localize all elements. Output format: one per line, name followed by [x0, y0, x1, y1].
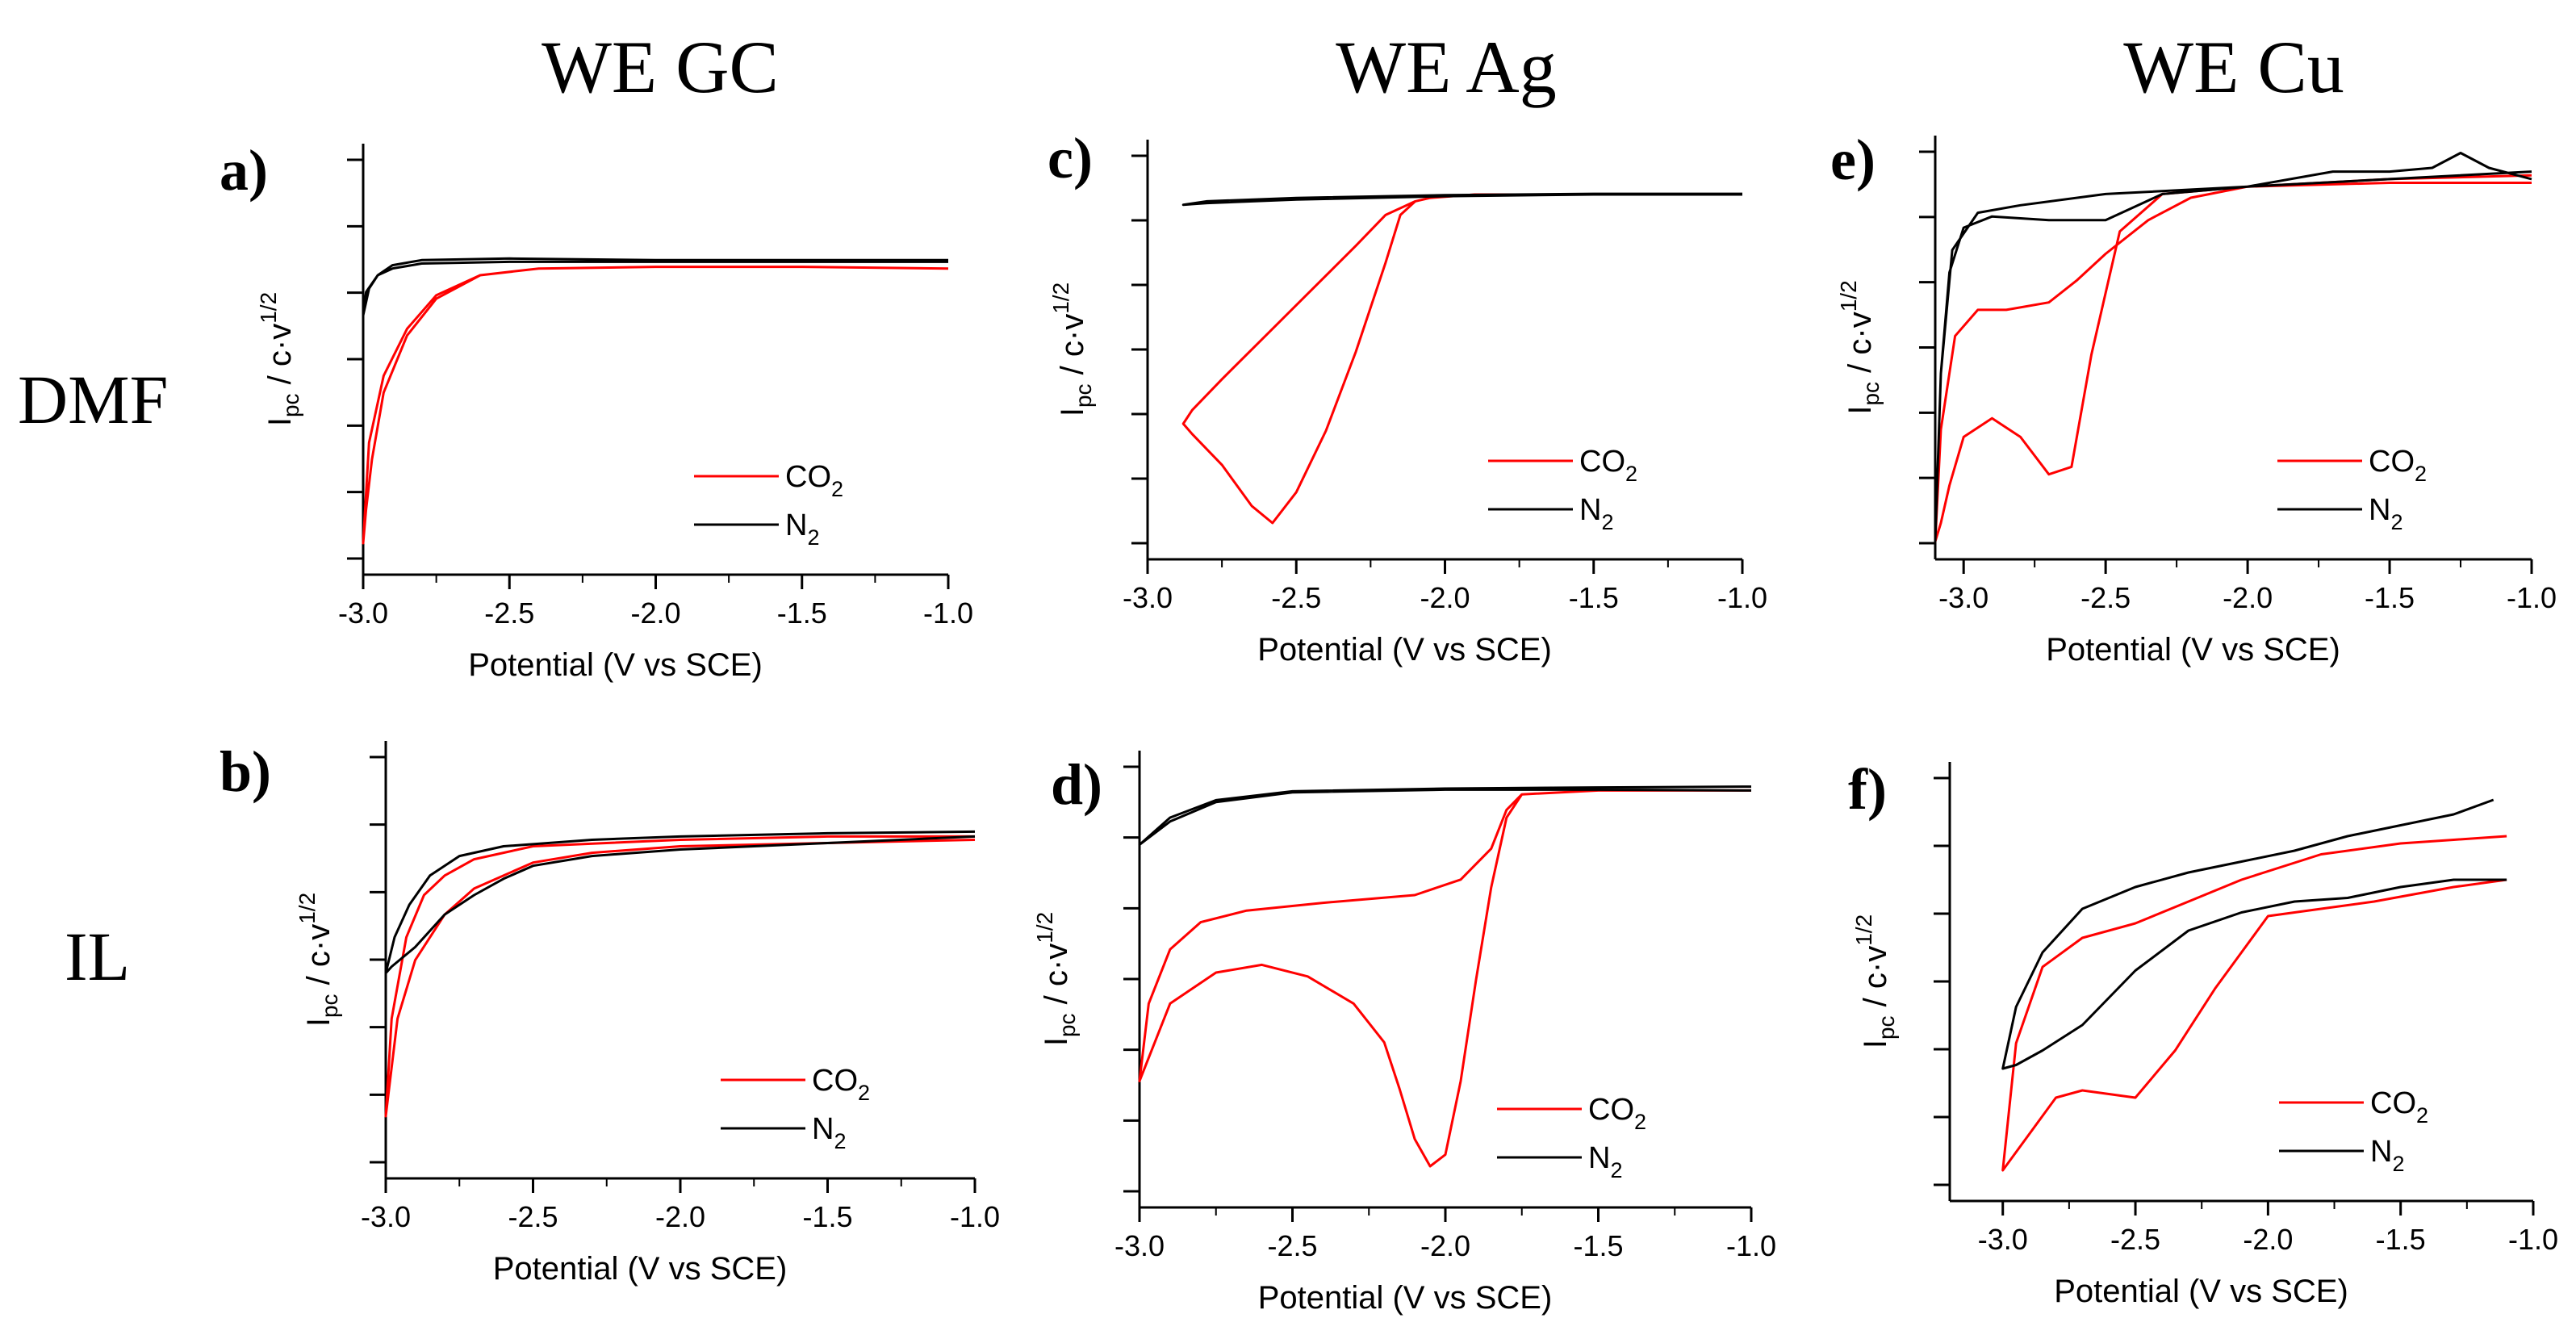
x-tick-label: -3.0	[361, 1200, 411, 1233]
legend-label-n2: N2	[1579, 493, 1613, 534]
series-line-n2	[2001, 798, 2507, 1070]
x-tick-label: -2.0	[2243, 1223, 2293, 1256]
row-label-dmf: DMF	[18, 361, 169, 438]
legend-label-co2: CO2	[812, 1064, 870, 1105]
panel-letter: a)	[220, 138, 268, 203]
column-title-gc: WE GC	[542, 26, 779, 108]
series-line-co2	[1934, 174, 2532, 543]
panel-letter: b)	[220, 739, 271, 804]
x-tick-label: -1.5	[802, 1200, 852, 1233]
x-tick-label: -1.5	[777, 596, 827, 630]
x-tick-label: -3.0	[1978, 1223, 2028, 1256]
x-tick-label: -1.0	[950, 1200, 1000, 1233]
series-line-n2	[384, 830, 976, 975]
legend-label-n2: N2	[812, 1112, 846, 1153]
x-tick-label: -2.0	[655, 1200, 705, 1233]
x-axis-label: Potential (V vs SCE)	[468, 647, 763, 683]
x-tick-label: -1.0	[2507, 581, 2557, 614]
y-axis-label: Ipc / c·v1/2	[295, 893, 342, 1027]
y-axis-label: Ipc / c·v1/2	[1032, 912, 1080, 1046]
column-title-ag: WE Ag	[1336, 26, 1557, 108]
legend-label-co2: CO2	[785, 460, 843, 501]
x-tick-label: -1.5	[2365, 581, 2415, 614]
series-line-co2	[1138, 789, 1751, 1168]
row-label-il: IL	[65, 918, 131, 995]
x-axis-label: Potential (V vs SCE)	[1258, 1280, 1553, 1316]
x-axis-label: Potential (V vs SCE)	[2054, 1274, 2348, 1309]
column-title-cu: WE Cu	[2123, 26, 2344, 108]
x-tick-label: -2.5	[1271, 581, 1321, 614]
series-line-n2	[362, 257, 948, 317]
panel-letter: c)	[1048, 126, 1093, 190]
legend-label-n2: N2	[785, 508, 819, 550]
legend-label-co2: CO2	[2370, 1086, 2428, 1128]
y-axis-label: Ipc / c·v1/2	[1851, 914, 1899, 1048]
legend-label-n2: N2	[1588, 1141, 1622, 1182]
panel-c: -3.0 -2.5 -2.0 -1.5 -1.0 Potential (V vs SCE)…	[1048, 126, 1767, 667]
series-line-n2	[1138, 785, 1752, 847]
x-tick-label: -2.0	[2223, 581, 2273, 614]
panel-letter: d)	[1051, 752, 1102, 817]
y-axis-label: Ipc / c·v1/2	[256, 292, 303, 426]
legend-label-co2: CO2	[1588, 1093, 1646, 1134]
series-line-co2	[1181, 193, 1742, 525]
panel-letter: f)	[1848, 757, 1887, 822]
x-tick-label: -1.0	[2508, 1223, 2558, 1256]
series-line-co2	[362, 266, 949, 545]
series-line-co2	[2001, 835, 2507, 1172]
x-axis-label: Potential (V vs SCE)	[493, 1251, 788, 1287]
panel-b: -3.0 -2.5 -2.0 -1.5 -1.0 Potential (V vs SCE)…	[220, 739, 1000, 1287]
x-axis-label: Potential (V vs SCE)	[2046, 632, 2340, 667]
x-tick-label: -2.0	[1420, 1229, 1470, 1262]
panel-letter: e)	[1830, 128, 1876, 192]
y-axis-label: Ipc / c·v1/2	[1836, 280, 1884, 414]
panel-d: -3.0 -2.5 -2.0 -1.5 -1.0 Potential (V vs SCE)…	[1032, 751, 1776, 1316]
panel-f: -3.0 -2.5 -2.0 -1.5 -1.0 Potential (V vs SCE)…	[1848, 757, 2558, 1309]
x-tick-label: -3.0	[1938, 581, 1988, 614]
x-tick-label: -2.5	[2080, 581, 2131, 614]
x-tick-label: -1.0	[923, 596, 973, 630]
legend-label-n2: N2	[2370, 1135, 2404, 1176]
series-line-co2	[384, 835, 976, 1118]
y-axis-label: Ipc / c·v1/2	[1048, 282, 1096, 416]
x-tick-label: -2.5	[508, 1200, 558, 1233]
x-tick-label: -2.5	[2110, 1223, 2160, 1256]
x-tick-label: -3.0	[1114, 1229, 1165, 1262]
x-tick-label: -1.5	[1573, 1229, 1623, 1262]
x-tick-label: -1.5	[2376, 1223, 2426, 1256]
x-tick-label: -3.0	[1123, 581, 1173, 614]
x-tick-label: -2.0	[630, 596, 680, 630]
x-tick-label: -1.0	[1717, 581, 1767, 614]
x-tick-label: -2.5	[484, 596, 534, 630]
panel-e: -3.0 -2.5 -2.0 -1.5 -1.0 Potential (V vs SCE)…	[1830, 128, 2557, 667]
x-tick-label: -2.0	[1420, 581, 1470, 614]
x-axis-label: Potential (V vs SCE)	[1257, 632, 1552, 667]
panel-a: -3.0 -2.5 -2.0 -1.5 -1.0 Potential (V vs SCE)…	[220, 138, 973, 683]
legend-label-n2: N2	[2369, 493, 2402, 534]
legend-label-co2: CO2	[2369, 445, 2427, 486]
x-tick-label: -1.0	[1726, 1229, 1776, 1262]
x-tick-label: -1.5	[1569, 581, 1619, 614]
series-line-n2	[1181, 192, 1742, 207]
x-tick-label: -2.5	[1267, 1229, 1317, 1262]
legend-label-co2: CO2	[1579, 445, 1637, 486]
series-line-n2	[1934, 152, 2532, 543]
x-tick-label: -3.0	[338, 596, 388, 630]
